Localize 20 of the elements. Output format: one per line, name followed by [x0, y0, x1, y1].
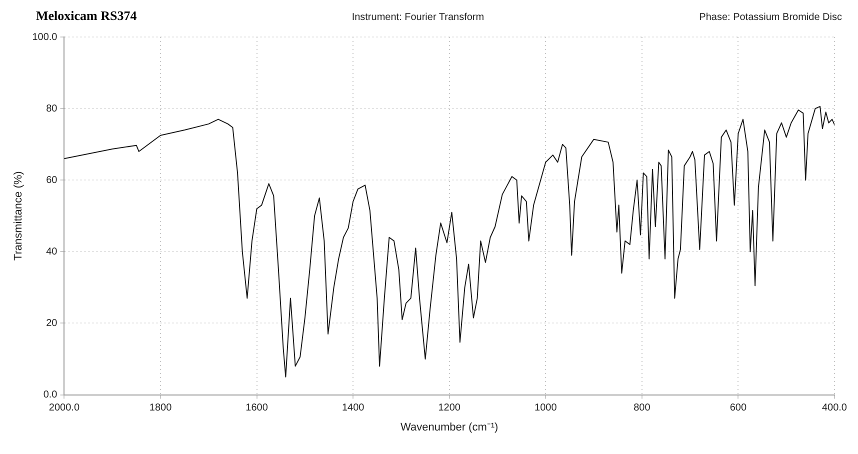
x-tick-label: 600	[730, 402, 747, 414]
y-tick-label: 40	[46, 246, 58, 258]
x-tick-label: 1800	[149, 402, 172, 414]
x-tick-label: 400.0	[822, 402, 848, 414]
y-tick-label: 20	[46, 318, 58, 329]
x-axis-title: Wavenumber (cm⁻¹)	[400, 421, 498, 434]
x-tick-label: 800	[634, 402, 651, 414]
y-tick-label: 0.0	[43, 390, 58, 401]
x-tick-label: 1000	[534, 402, 558, 414]
x-tick-label: 1600	[246, 402, 268, 414]
x-tick-label: 2000.0	[48, 402, 80, 414]
text: Instrument: Fourier Transform	[352, 12, 484, 23]
y-tick-label: 80	[46, 103, 58, 114]
text: Phase: Potassium Bromide Disc	[699, 12, 842, 23]
chart-title: Meloxicam RS374	[36, 8, 137, 24]
y-tick-label: 60	[46, 174, 58, 186]
y-axis-title: Transmittance (%)	[12, 171, 25, 261]
x-tick-label: 1400	[342, 402, 365, 414]
x-tick-label: 1200	[438, 402, 461, 414]
y-tick-label: 100.0	[32, 32, 58, 43]
